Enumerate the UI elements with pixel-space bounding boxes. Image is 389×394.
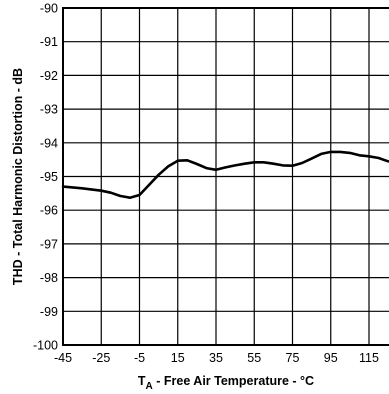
- y-tick-label: -100: [33, 339, 58, 353]
- grid: [62, 7, 389, 346]
- y-tick-label: -91: [40, 35, 58, 49]
- x-tick-label: -25: [92, 351, 110, 365]
- y-tick-labels: -100 -99 -98 -97 -96 -95 -94 -93 -92 -91 -90: [33, 2, 58, 353]
- x-tick-label: -45: [54, 351, 72, 365]
- x-tick-label: 75: [286, 351, 300, 365]
- x-axis-title-main: T: [138, 374, 146, 388]
- thd-series-line: [61, 150, 389, 199]
- y-tick-label: -95: [40, 170, 58, 184]
- x-axis-title-rest: - Free Air Temperature - °C: [153, 374, 314, 388]
- y-tick-label: -90: [40, 2, 58, 16]
- y-tick-label: -93: [40, 103, 58, 117]
- x-tick-label: 35: [209, 351, 223, 365]
- x-tick-label: 15: [171, 351, 185, 365]
- y-tick-label: -92: [40, 69, 58, 83]
- y-tick-label: -98: [40, 271, 58, 285]
- series-layer: [61, 150, 389, 199]
- y-axis-title: THD - Total Harmonic Distortion - dB: [11, 68, 25, 285]
- y-tick-label: -99: [40, 305, 58, 319]
- x-tick-label: 55: [247, 351, 261, 365]
- y-tick-label: -94: [40, 136, 58, 150]
- x-tick-labels: -45 -25 -5 15 35 55 75 95 115: [54, 351, 379, 365]
- x-tick-label: 95: [324, 351, 338, 365]
- plot-frame: [62, 7, 389, 346]
- x-tick-label: -5: [134, 351, 145, 365]
- x-tick-label: 115: [359, 351, 379, 365]
- x-axis-title: TA - Free Air Temperature - °C: [138, 374, 314, 392]
- x-axis-title-subscript: A: [146, 381, 153, 392]
- y-tick-label: -97: [40, 237, 58, 251]
- y-tick-label: -96: [40, 204, 58, 218]
